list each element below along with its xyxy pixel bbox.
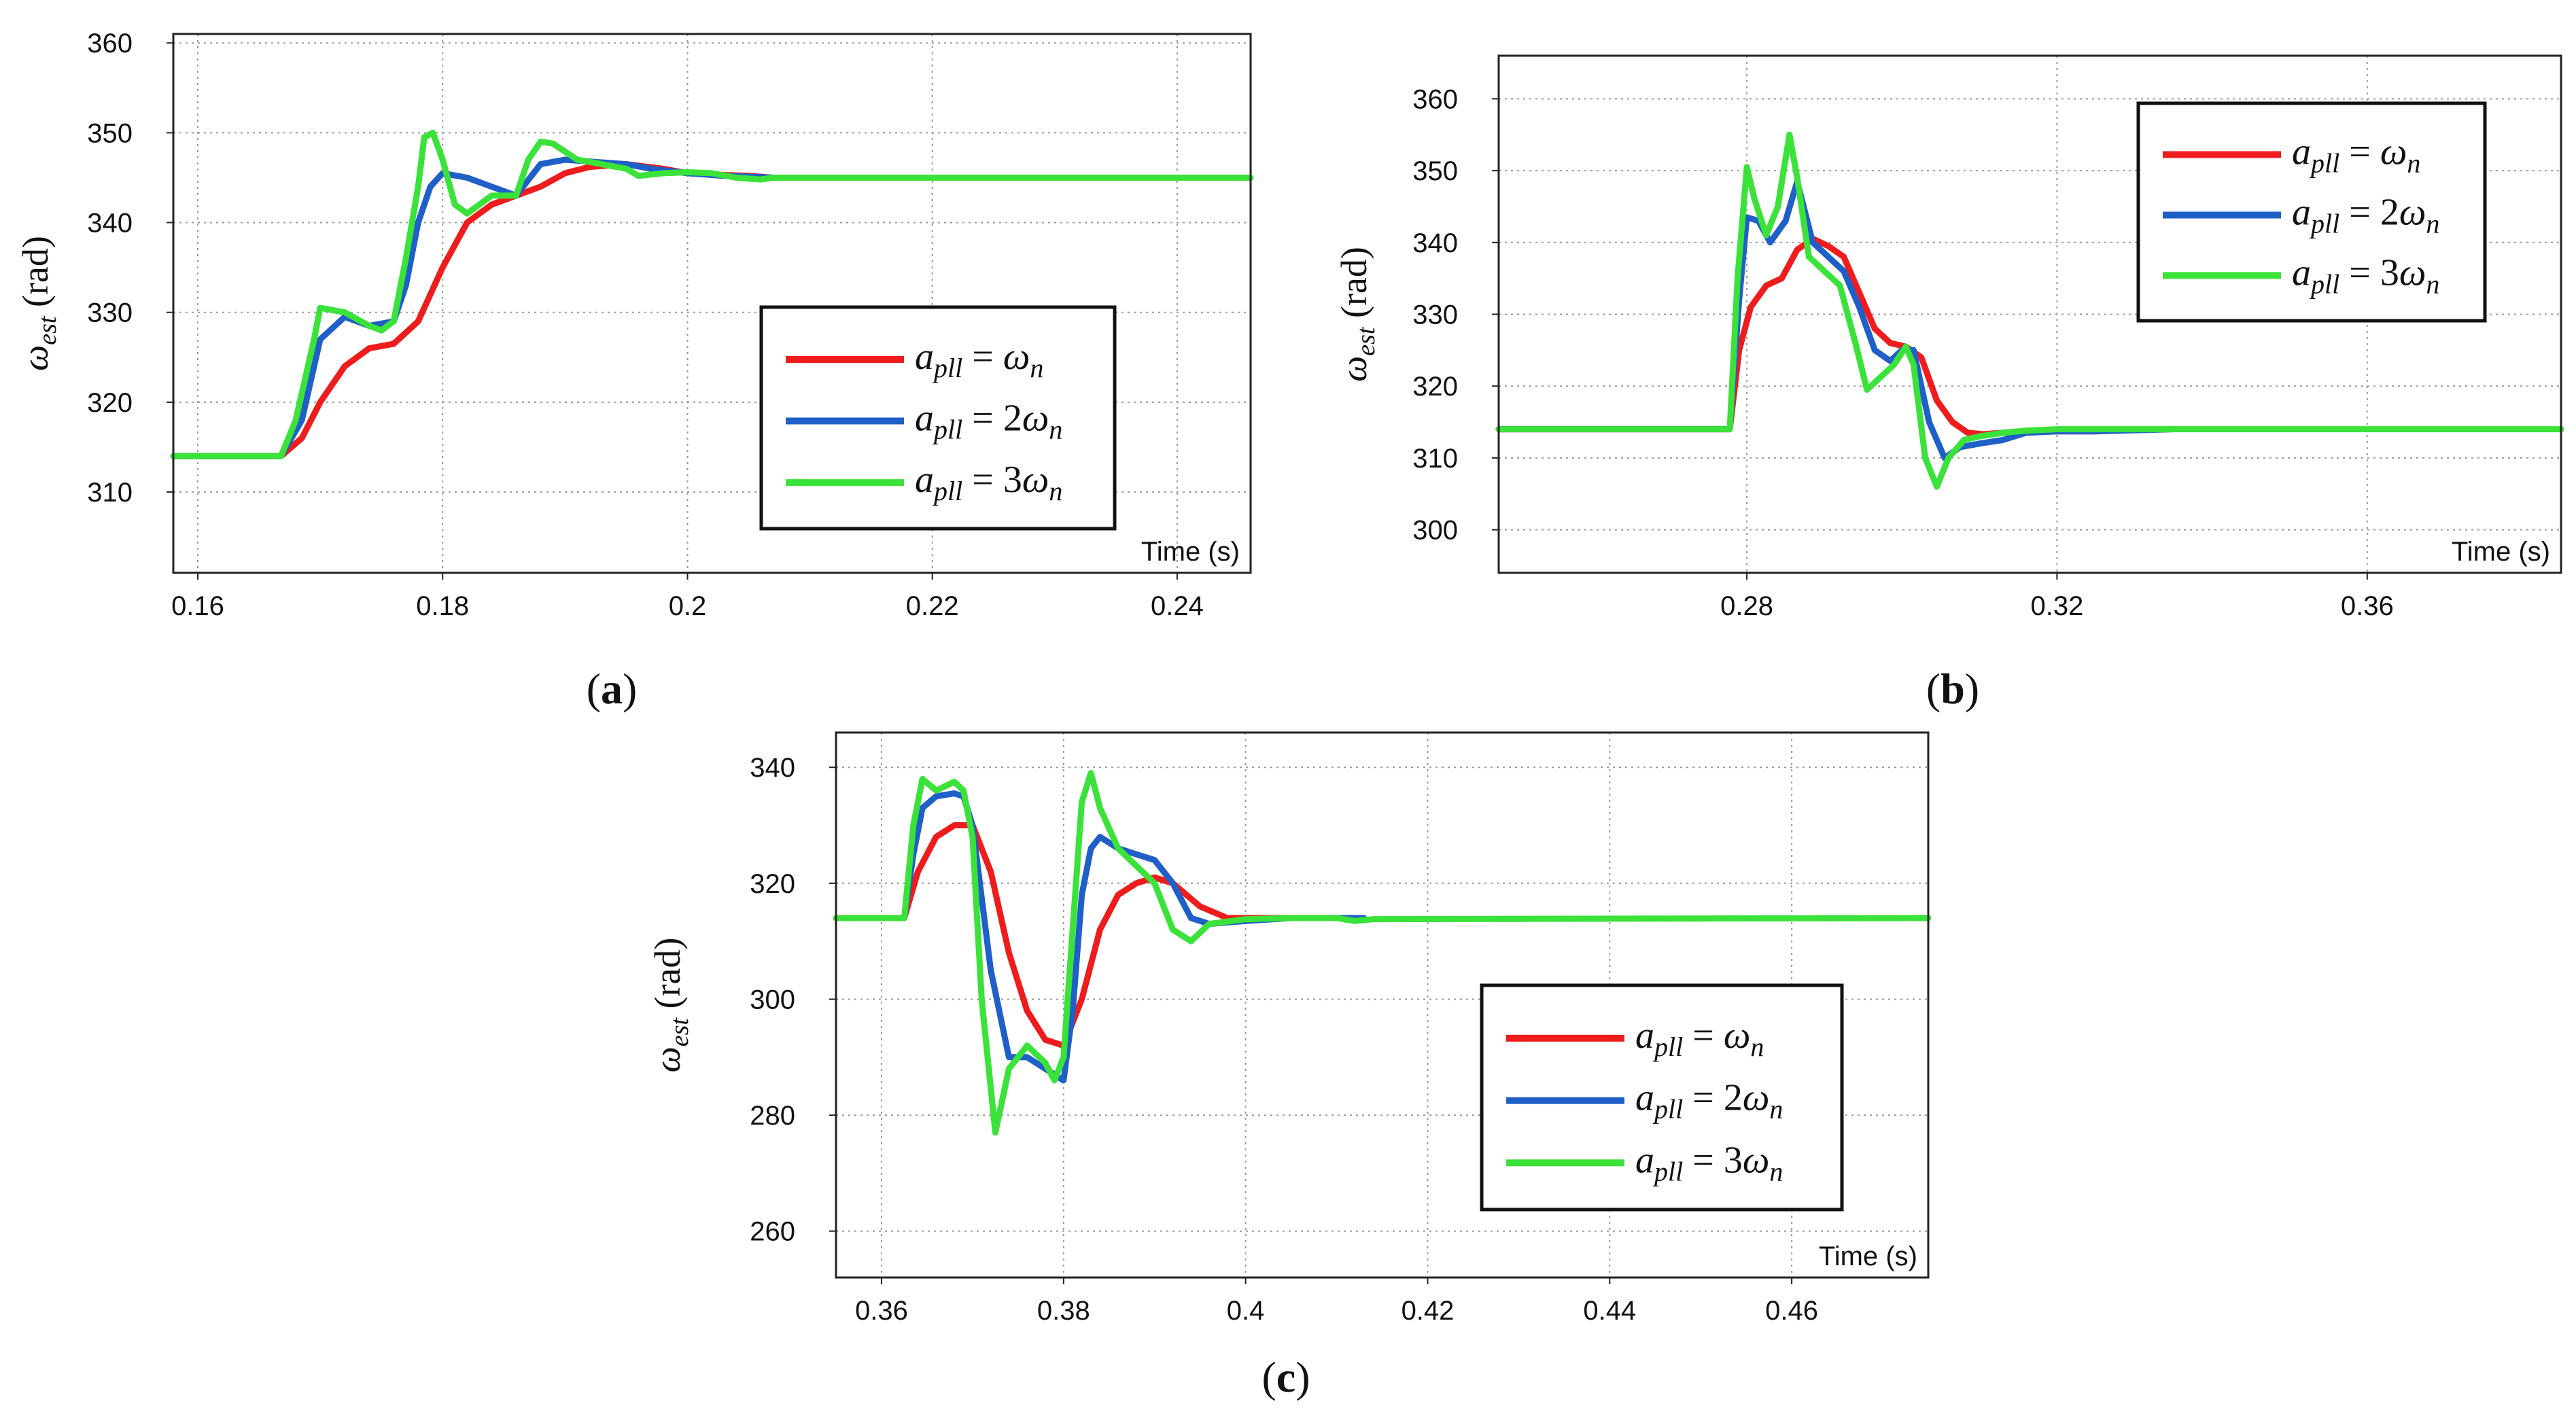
legend-label-3: apll = 3ωn — [1635, 1139, 1783, 1186]
y-tick-label: 320 — [1412, 372, 1458, 402]
series-line-3 — [833, 770, 1932, 1136]
plot-frame — [835, 731, 1930, 1279]
legend-label-2: apll = 2ωn — [2292, 191, 2439, 239]
legend: apll = ωn apll = 2ωn apll = 3ωn — [759, 305, 1117, 531]
y-tick-label: 300 — [750, 985, 795, 1015]
x-tick-label: 0.22 — [906, 591, 959, 621]
y-tick-label: 300 — [1412, 516, 1458, 546]
panel-caption: (c) — [1261, 1353, 1310, 1401]
panel-caption: (b) — [1926, 665, 1979, 713]
x-tick-label: 0.42 — [1402, 1296, 1455, 1326]
legend-label-1: apll = ωn — [915, 336, 1043, 383]
legend-label-1: apll = ωn — [2292, 131, 2420, 179]
y-tick-label: 310 — [1412, 444, 1458, 474]
series-line-2 — [833, 790, 1368, 1084]
y-tick-label: 350 — [1412, 156, 1458, 186]
y-tick-label: 260 — [750, 1217, 795, 1247]
legend-label-3: apll = 3ωn — [2292, 251, 2439, 299]
y-tick-label: 340 — [750, 753, 795, 783]
y-tick-label: 330 — [1412, 300, 1458, 330]
x-tick-label: 0.44 — [1583, 1296, 1636, 1326]
y-axis-label: ωest (rad) — [1334, 247, 1380, 382]
legend: apll = ωn apll = 2ωn apll = 3ωn — [2136, 101, 2487, 323]
x-tick-label: 0.18 — [416, 591, 469, 621]
legend-label-2: apll = 2ωn — [915, 398, 1062, 445]
series-line-3 — [170, 129, 1254, 459]
x-tick-label: 0.24 — [1151, 591, 1204, 621]
x-tick-label: 0.28 — [1720, 591, 1773, 621]
chart-panel-b: 0.28 0.32 0.36 300 310 320 330 340 350 360 Time (s… — [1334, 54, 2564, 713]
y-tick-label: 320 — [750, 869, 795, 899]
y-tick-label: 360 — [87, 29, 133, 58]
x-tick-label: 0.46 — [1765, 1296, 1818, 1326]
y-tick-label: 330 — [87, 298, 133, 328]
y-tick-label: 350 — [87, 118, 133, 148]
y-tick-label: 340 — [1412, 228, 1458, 258]
x-tick-label: 0.32 — [2030, 591, 2083, 621]
chart-panel-a: 0.16 0.18 0.2 0.22 0.24 310 320 330 340 350 360 Tim… — [15, 29, 1254, 713]
x-tick-label: 0.16 — [171, 591, 224, 621]
legend-label-1: apll = ωn — [1635, 1015, 1764, 1062]
x-tick-label: 0.36 — [855, 1296, 908, 1326]
y-tick-label: 280 — [750, 1101, 795, 1131]
legend: apll = ωn apll = 2ωn apll = 3ωn — [1480, 983, 1844, 1212]
plot-frame — [172, 33, 1252, 574]
chart-panel-c: 0.36 0.38 0.4 0.42 0.44 0.46 260 280 300 320 340 Ti… — [647, 731, 1932, 1401]
x-axis-label: Time (s) — [1819, 1241, 1917, 1271]
x-tick-label: 0.2 — [669, 591, 707, 621]
y-tick-label: 320 — [87, 388, 133, 418]
x-tick-label: 0.38 — [1037, 1296, 1090, 1326]
y-tick-label: 310 — [87, 478, 133, 508]
x-axis-label: Time (s) — [1141, 537, 1240, 567]
y-axis-label: ωest (rad) — [15, 236, 62, 371]
legend-label-2: apll = 2ωn — [1635, 1077, 1783, 1125]
legend-label-3: apll = 3ωn — [915, 459, 1062, 506]
x-axis-label: Time (s) — [2452, 537, 2550, 567]
y-axis-label: ωest (rad) — [647, 938, 694, 1073]
series-line-3 — [1495, 131, 2564, 490]
panel-caption: (a) — [587, 665, 638, 713]
x-tick-label: 0.36 — [2341, 591, 2394, 621]
y-tick-label: 360 — [1412, 84, 1458, 114]
x-tick-label: 0.4 — [1227, 1296, 1265, 1326]
y-tick-label: 340 — [87, 209, 133, 239]
